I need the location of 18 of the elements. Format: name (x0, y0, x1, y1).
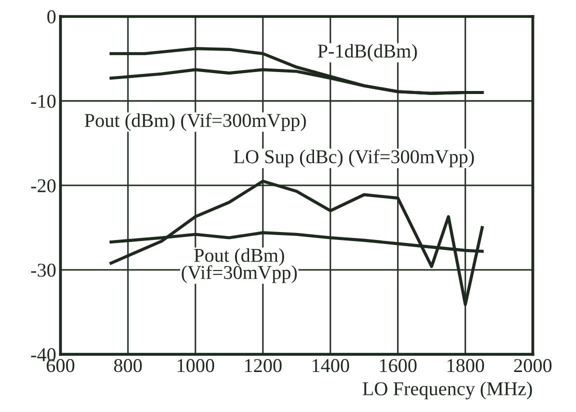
y-tick-label: -30 (31, 264, 56, 277)
x-tick-label: 1600 (380, 359, 417, 372)
series-label: Pout (dBm) (Vif=30mVpp) (182, 248, 297, 284)
x-axis-title: LO Frequency (MHz) (362, 382, 532, 400)
x-tick-label: 1800 (448, 359, 484, 372)
y-tick-label: -40 (31, 348, 56, 362)
text: Pout (dBm) (Vif=300mVpp) (84, 113, 306, 131)
y-tick-label: 0 (47, 10, 56, 24)
y-tick-label: -20 (31, 179, 56, 192)
y-tick-label: -10 (31, 94, 56, 108)
x-tick-label: 1400 (312, 359, 350, 372)
series-label: P-1dB(dBm) (318, 44, 417, 62)
series-label: LO Sup (dBc) (Vif=300mVpp) (234, 149, 474, 168)
x-tick-label: 2000 (514, 359, 552, 372)
x-tick-label: 800 (114, 359, 142, 372)
x-tick-label: 600 (46, 359, 74, 372)
x-tick-label: 1000 (178, 359, 214, 372)
x-tick-label: 1200 (245, 359, 282, 372)
